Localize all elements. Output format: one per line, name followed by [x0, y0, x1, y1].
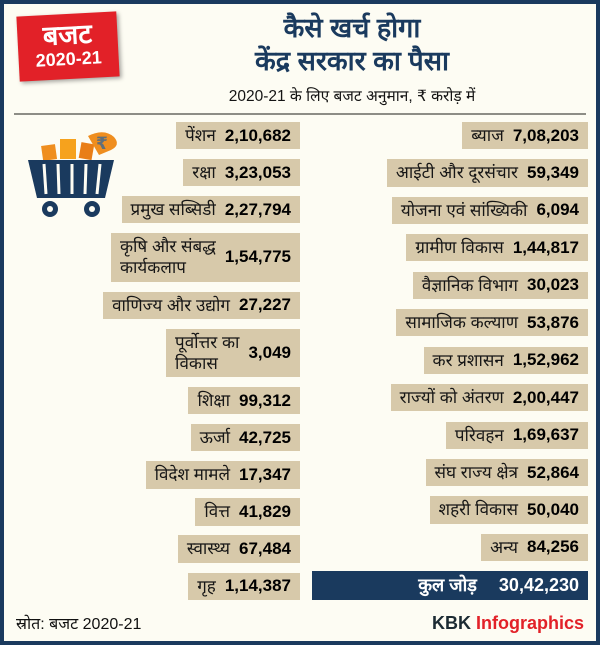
budget-row-value: 2,00,447 — [512, 387, 579, 407]
budget-row: कृषि और संबद्ध कार्यकलाप 1,54,775 — [110, 233, 300, 282]
budget-row-value: 6,094 — [536, 200, 579, 220]
budget-row-label: पूर्वोत्तर का विकास — [175, 332, 240, 373]
budget-row-label: शिक्षा — [197, 391, 230, 411]
budget-row: रक्षा 3,23,053 — [183, 158, 300, 187]
budget-row-value: 1,52,962 — [512, 350, 579, 370]
budget-row-value: 1,44,817 — [512, 237, 579, 257]
budget-row-label: योजना एवं सांख्यिकी — [400, 200, 528, 220]
budget-row-value: 1,69,637 — [512, 425, 579, 445]
budget-row-label: ग्रामीण विकास — [415, 238, 504, 258]
shopping-cart-icon: ₹ — [28, 132, 117, 217]
budget-row: वाणिज्य और उद्योग 27,227 — [103, 291, 300, 319]
budget-row-label: विदेश मामले — [154, 465, 230, 485]
budget-row: अन्य 84,256 — [481, 533, 588, 562]
budget-row-value: 59,349 — [527, 162, 579, 182]
budget-row-label: शहरी विकास — [438, 500, 518, 520]
budget-row-label: कृषि और संबद्ध कार्यकलाप — [119, 237, 216, 278]
budget-row: आईटी और दूरसंचार 59,349 — [386, 159, 588, 187]
subtitle: 2020-21 के लिए बजट अनुमान, ₹ करोड़ में — [228, 87, 476, 105]
budget-row: गृह 1,14,387 — [188, 572, 300, 600]
budget-row-label: पेंशन — [185, 125, 216, 145]
budget-row: पेंशन 2,10,682 — [176, 121, 300, 150]
source-note: स्रोत: बजट 2020-21 — [16, 616, 142, 633]
title-line1: कैसे खर्च होगा — [283, 13, 421, 43]
budget-row: शहरी विकास 50,040 — [429, 496, 588, 524]
budget-row-value: 99,312 — [239, 390, 291, 410]
budget-row-value: 52,864 — [527, 462, 579, 482]
title-line2: केंद्र सरकार का पैसा — [255, 45, 449, 76]
budget-row-label: कर प्रशासन — [432, 350, 504, 370]
brand-kbk: KBK — [431, 613, 471, 633]
budget-row-value: 27,227 — [239, 295, 291, 315]
budget-row-value: 3,049 — [248, 342, 291, 362]
budget-row-value: 41,829 — [239, 501, 291, 521]
budget-row: परिवहन 1,69,637 — [445, 421, 588, 449]
badge-line2: 2020-21 — [35, 47, 103, 72]
budget-row: प्रमुख सब्सिडी 2,27,794 — [121, 196, 300, 224]
budget-row-label: गृह — [197, 576, 216, 596]
budget-row-value: 50,040 — [527, 500, 579, 520]
budget-row-label: परिवहन — [454, 425, 504, 445]
budget-row: राज्यों को अंतरण 2,00,447 — [390, 384, 588, 412]
budget-row-value: 1,14,387 — [224, 576, 291, 596]
budget-row-value: 3,23,053 — [224, 162, 291, 182]
budget-row-label: रक्षा — [192, 162, 216, 182]
budget-row-value: 30,023 — [527, 275, 579, 295]
budget-row-label: सामाजिक कल्याण — [405, 313, 518, 333]
budget-row-value: 7,08,203 — [512, 125, 579, 145]
budget-row: ऊर्जा 42,725 — [190, 424, 300, 452]
budget-badge: बजट 2020-21 — [16, 11, 120, 82]
budget-row: विदेश मामले 17,347 — [145, 461, 300, 489]
budget-row-value: 2,10,682 — [224, 125, 291, 145]
budget-row-value: 67,484 — [239, 539, 291, 559]
total-row: कुल जोड़ 30,42,230 — [312, 571, 588, 600]
budget-row-value: 2,27,794 — [224, 199, 291, 219]
budget-row-label: आईटी और दूरसंचार — [395, 163, 518, 183]
budget-row: वैज्ञानिक विभाग 30,023 — [412, 271, 588, 299]
header-divider — [14, 112, 586, 115]
header: कैसे खर्च होगा केंद्र सरकार का पैसा 2020… — [116, 4, 588, 106]
budget-row: संघ राज्य क्षेत्र 52,864 — [425, 458, 588, 487]
budget-row-label: स्वास्थ्य — [186, 539, 230, 559]
budget-row-value: 53,876 — [527, 312, 579, 332]
budget-table: पेंशन 2,10,682 रक्षा 3,23,053 प्रमुख सब्सि… — [4, 115, 596, 600]
budget-row-value: 42,725 — [239, 427, 291, 447]
svg-text:₹: ₹ — [96, 134, 108, 153]
budget-row-label: वित्त — [204, 502, 230, 522]
budget-row-label: ब्याज — [471, 125, 504, 145]
budget-row: ब्याज 7,08,203 — [462, 121, 588, 150]
budget-row: पूर्वोत्तर का विकास 3,049 — [166, 328, 300, 378]
page-title: कैसे खर्च होगा केंद्र सरकार का पैसा — [116, 12, 588, 78]
budget-row-label: वाणिज्य और उद्योग — [112, 295, 230, 315]
budget-row-label: अन्य — [490, 537, 518, 557]
budget-row-value: 84,256 — [527, 537, 579, 557]
footer: स्रोत: बजट 2020-21 KBK Infographics — [4, 612, 596, 634]
left-column: पेंशन 2,10,682 रक्षा 3,23,053 प्रमुख सब्सि… — [12, 121, 300, 600]
budget-row-label: वैज्ञानिक विभाग — [421, 275, 518, 295]
budget-row-value: 17,347 — [239, 464, 291, 484]
right-column: ब्याज 7,08,203 आईटी और दूरसंचार 59,349 योज… — [312, 121, 588, 600]
budget-row-label: राज्यों को अंतरण — [399, 388, 504, 408]
budget-row: सामाजिक कल्याण 53,876 — [396, 309, 588, 337]
brand-logo: KBK Infographics — [432, 613, 584, 634]
budget-row-label: ऊर्जा — [199, 428, 230, 448]
total-label: कुल जोड़ — [418, 575, 477, 596]
budget-row-value: 1,54,775 — [224, 247, 291, 267]
budget-row: वित्त 41,829 — [195, 498, 300, 526]
budget-row-label: संघ राज्य क्षेत्र — [434, 462, 519, 482]
budget-row: शिक्षा 99,312 — [188, 387, 300, 415]
budget-row: योजना एवं सांख्यिकी 6,094 — [391, 196, 588, 225]
budget-row-label: प्रमुख सब्सिडी — [130, 200, 216, 220]
budget-row: कर प्रशासन 1,52,962 — [423, 346, 588, 374]
total-value: 30,42,230 — [498, 575, 579, 596]
budget-row: ग्रामीण विकास 1,44,817 — [406, 234, 588, 262]
budget-row: स्वास्थ्य 67,484 — [177, 535, 300, 563]
brand-infographics: Infographics — [475, 613, 584, 633]
